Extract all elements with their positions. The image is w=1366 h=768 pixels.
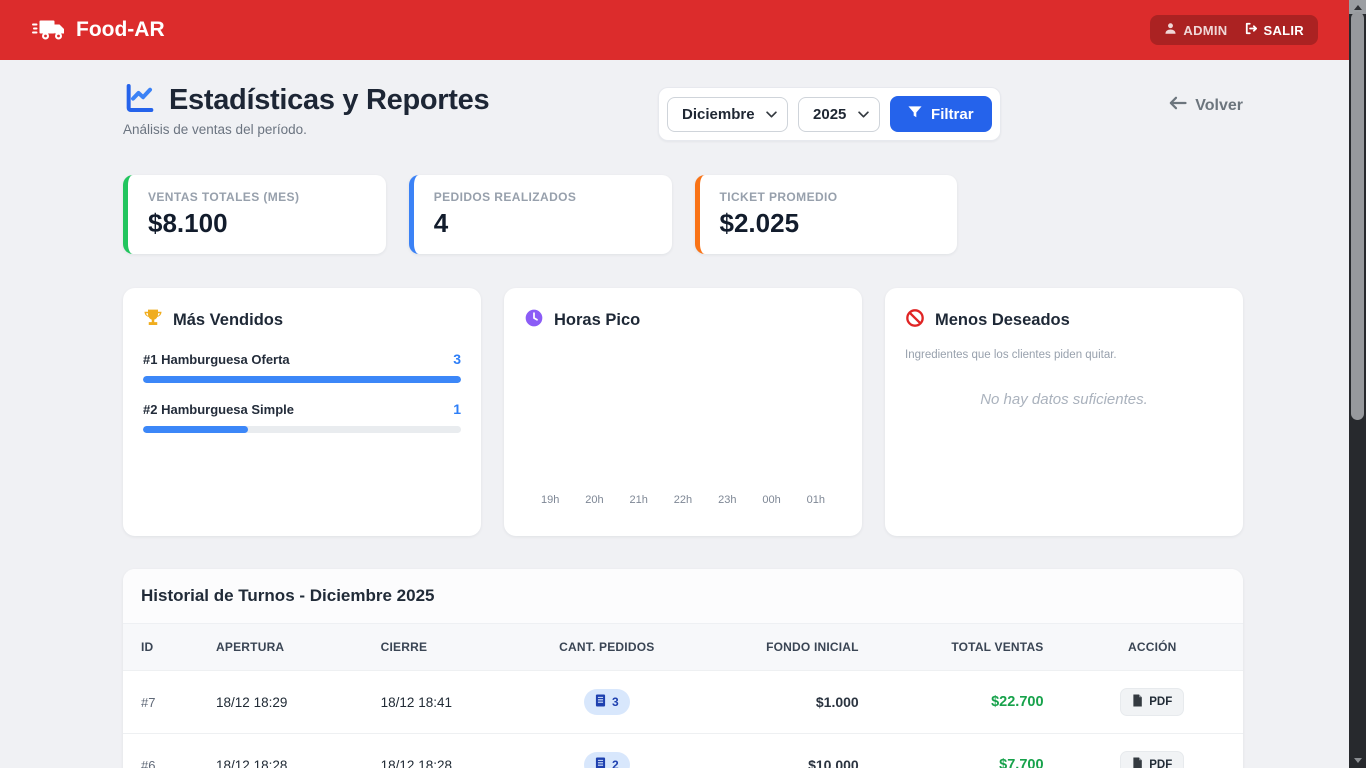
funnel-icon bbox=[908, 105, 922, 123]
stat-card-ventas-totales: VENTAS TOTALES (MES) $8.100 bbox=[123, 175, 386, 254]
stat-value: $2.025 bbox=[719, 208, 800, 238]
scroll-up-button[interactable] bbox=[1349, 0, 1366, 14]
total-sales: $7.700 bbox=[876, 733, 1062, 768]
file-pdf-icon bbox=[1132, 757, 1143, 768]
seller-value: 1 bbox=[453, 401, 461, 417]
pdf-button[interactable]: PDF bbox=[1120, 751, 1185, 768]
panel-menos-deseados: Menos Deseados Ingredientes que los clie… bbox=[885, 288, 1243, 536]
stat-card-pedidos-realizados: PEDIDOS REALIZADOS 4 bbox=[408, 175, 672, 254]
receipt-icon bbox=[595, 694, 606, 710]
stat-value: $8.100 bbox=[148, 208, 228, 238]
axis-tick: 20h bbox=[585, 494, 604, 506]
sign-out-icon bbox=[1244, 22, 1258, 38]
brand[interactable]: Food-AR bbox=[32, 17, 165, 43]
shift-open: 18/12 18:28 bbox=[198, 733, 363, 768]
axis-tick: 22h bbox=[673, 494, 693, 506]
col-header-id: ID bbox=[141, 640, 154, 654]
table-row: #7 18/12 18:29 18/12 18:41 3 $1.000 $22.… bbox=[123, 670, 1243, 734]
orders-badge: 3 bbox=[583, 689, 630, 715]
hours-axis: 19h 20h 21h 22h 23h 00h 01h bbox=[528, 494, 838, 506]
col-header-cant-pedidos: CANT. PEDIDOS bbox=[559, 640, 655, 654]
stat-label: VENTAS TOTALES (MES) bbox=[148, 190, 300, 204]
month-select[interactable]: Diciembre bbox=[667, 96, 789, 132]
scroll-down-button[interactable] bbox=[1349, 754, 1366, 767]
file-pdf-icon bbox=[1132, 694, 1143, 710]
seller-label: #2 Hamburguesa Simple bbox=[143, 401, 294, 417]
col-header-fondo-inicial: FONDO INICIAL bbox=[766, 640, 859, 654]
axis-tick: 19h bbox=[540, 494, 560, 506]
filter-button[interactable]: Filtrar bbox=[890, 96, 992, 132]
ban-icon bbox=[905, 308, 925, 333]
stat-value: 4 bbox=[433, 208, 449, 238]
col-header-accion: ACCIÓN bbox=[1127, 640, 1177, 654]
panel-title: Más Vendidos bbox=[173, 311, 284, 329]
axis-tick: 01h bbox=[806, 494, 825, 506]
arrow-left-icon bbox=[1169, 96, 1187, 115]
page-title: Estadísticas y Reportes bbox=[169, 84, 490, 116]
panel-description: Ingredientes que los clientes piden quit… bbox=[905, 349, 1117, 361]
table-head-row: ID APERTURA CIERRE CANT. PEDIDOS FONDO I… bbox=[123, 624, 1243, 671]
panel-mas-vendidos: Más Vendidos #1 Hamburguesa Oferta 3 #2 … bbox=[123, 288, 481, 536]
pdf-button[interactable]: PDF bbox=[1120, 688, 1185, 716]
page-header: Estadísticas y Reportes Análisis de vent… bbox=[123, 82, 1243, 141]
stat-card-ticket-promedio: TICKET PROMEDIO $2.025 bbox=[694, 175, 958, 254]
initial-fund: $10.000 bbox=[680, 733, 877, 768]
progress-track bbox=[143, 426, 461, 433]
progress-fill bbox=[143, 426, 248, 433]
top-seller-item: #1 Hamburguesa Oferta 3 bbox=[143, 351, 461, 383]
scrollbar[interactable] bbox=[1349, 0, 1366, 768]
shift-id: #6 bbox=[123, 733, 199, 768]
table-header: Historial de Turnos - Diciembre 2025 bbox=[123, 569, 1243, 624]
shifts-table: ID APERTURA CIERRE CANT. PEDIDOS FONDO I… bbox=[123, 624, 1243, 768]
col-header-total-ventas: TOTAL VENTAS bbox=[951, 640, 1044, 654]
stat-label: TICKET PROMEDIO bbox=[719, 190, 838, 204]
seller-value: 3 bbox=[453, 351, 461, 367]
panel-title: Horas Pico bbox=[554, 311, 641, 329]
panel-title: Menos Deseados bbox=[935, 311, 1070, 329]
shift-open: 18/12 18:29 bbox=[198, 670, 363, 734]
chart-line-icon bbox=[123, 82, 157, 119]
axis-tick: 21h bbox=[629, 494, 648, 506]
progress-fill bbox=[143, 376, 461, 383]
axis-tick: 23h bbox=[718, 494, 737, 506]
user-session-pill: ADMIN SALIR bbox=[1150, 15, 1318, 45]
truck-icon bbox=[32, 17, 66, 43]
user-icon bbox=[1164, 22, 1177, 38]
empty-state-message: No hay datos suficientes. bbox=[980, 391, 1148, 408]
top-seller-item: #2 Hamburguesa Simple 1 bbox=[143, 401, 461, 433]
logout-button[interactable]: SALIR bbox=[1244, 22, 1305, 38]
navbar: Food-AR ADMIN SALIR bbox=[0, 0, 1366, 60]
shift-id: #7 bbox=[123, 670, 199, 734]
panels-row: Más Vendidos #1 Hamburguesa Oferta 3 #2 … bbox=[123, 288, 1243, 536]
panel-horas-pico: Horas Pico 19h 20h 21h 22h 23h 00h 01h bbox=[504, 288, 862, 536]
table-row: #6 18/12 18:28 18/12 18:28 2 $10.000 $7.… bbox=[123, 733, 1243, 768]
table-title: Historial de Turnos - Diciembre 2025 bbox=[141, 586, 435, 605]
page-subtitle: Análisis de ventas del período. bbox=[123, 122, 307, 137]
receipt-icon bbox=[595, 757, 606, 768]
shifts-table-card: Historial de Turnos - Diciembre 2025 ID … bbox=[123, 569, 1243, 768]
initial-fund: $1.000 bbox=[680, 670, 877, 734]
axis-tick: 00h bbox=[762, 494, 781, 506]
title-block: Estadísticas y Reportes Análisis de vent… bbox=[123, 82, 490, 137]
admin-user: ADMIN bbox=[1164, 22, 1227, 38]
back-link[interactable]: Volver bbox=[1169, 96, 1243, 115]
stat-label: PEDIDOS REALIZADOS bbox=[433, 190, 577, 204]
seller-label: #1 Hamburguesa Oferta bbox=[143, 351, 290, 367]
total-sales: $22.700 bbox=[876, 670, 1062, 734]
shift-close: 18/12 18:41 bbox=[362, 670, 533, 734]
stats-row: VENTAS TOTALES (MES) $8.100 PEDIDOS REAL… bbox=[123, 175, 1243, 254]
col-header-cierre: CIERRE bbox=[380, 640, 428, 654]
orders-badge: 2 bbox=[583, 752, 630, 768]
clock-icon bbox=[524, 308, 544, 333]
col-header-apertura: APERTURA bbox=[216, 640, 285, 654]
year-select[interactable]: 2025 bbox=[798, 96, 881, 132]
shift-close: 18/12 18:28 bbox=[362, 733, 533, 768]
progress-track bbox=[143, 376, 461, 383]
empty-chart-area bbox=[524, 333, 842, 494]
brand-name: Food-AR bbox=[76, 18, 165, 41]
filter-bar: Diciembre 2025 Filtrar bbox=[658, 87, 1001, 141]
scrollbar-thumb[interactable] bbox=[1351, 12, 1364, 420]
trophy-icon bbox=[143, 308, 163, 333]
